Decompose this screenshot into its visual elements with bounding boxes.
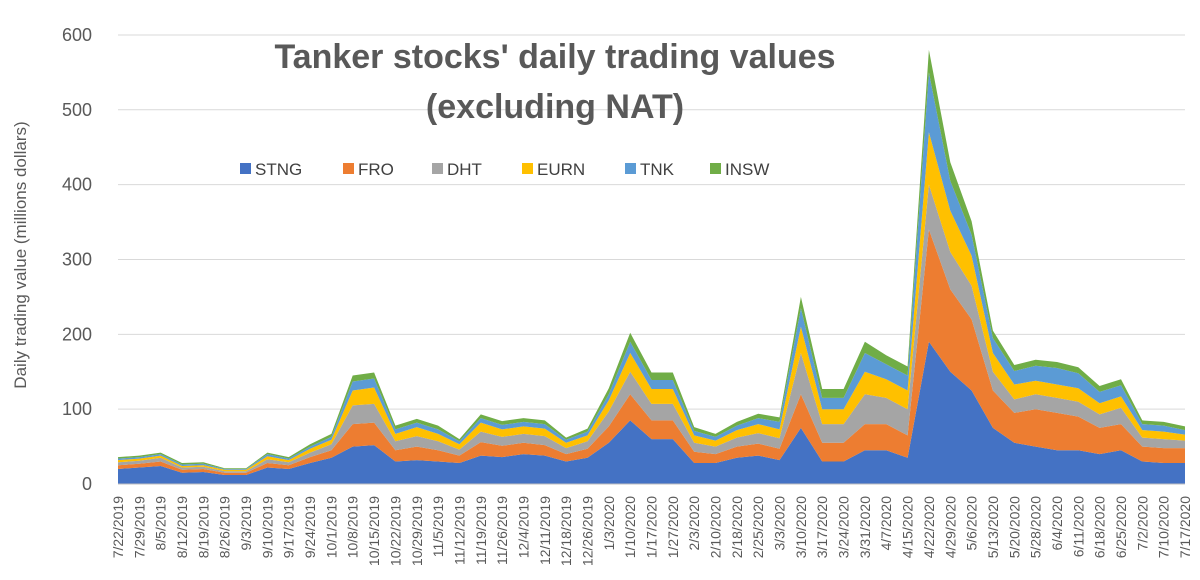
y-tick-label-300: 300 <box>62 249 92 269</box>
x-tick-label: 1/27/2020 <box>665 496 681 558</box>
x-tick-label: 8/26/2019 <box>217 496 233 558</box>
x-tick-label: 3/17/2020 <box>814 496 830 558</box>
x-tick-label: 9/3/2019 <box>238 496 254 551</box>
y-tick-label-100: 100 <box>62 399 92 419</box>
x-tick-label: 10/1/2019 <box>323 496 339 558</box>
legend-swatch-fro <box>343 163 354 174</box>
y-tick-label-500: 500 <box>62 100 92 120</box>
x-tick-label: 10/29/2019 <box>409 496 425 566</box>
legend-label-tnk: TNK <box>640 160 675 179</box>
x-tick-label: 11/12/2019 <box>451 496 467 565</box>
x-tick-label: 4/15/2020 <box>900 496 916 558</box>
x-tick-label: 5/20/2020 <box>1006 496 1022 558</box>
axes: 0 100 200 300 400 500 600 7/22/2019 7/29/2019 8/5… <box>62 25 1193 566</box>
x-tick-label: 5/6/2020 <box>964 496 980 551</box>
x-tick-label: 6/25/2020 <box>1113 496 1129 558</box>
legend-label-insw: INSW <box>725 160 769 179</box>
legend-swatch-tnk <box>625 163 636 174</box>
legend-swatch-eurn <box>522 163 533 174</box>
x-tick-label: 8/5/2019 <box>153 496 169 551</box>
x-tick-label: 11/5/2019 <box>430 496 446 557</box>
x-tick-label: 7/29/2019 <box>131 496 147 558</box>
chart-title-line-2: (excluding NAT) <box>426 88 684 126</box>
chart-title-line-1: Tanker stocks' daily trading values <box>274 38 835 76</box>
x-tick-label: 1/3/2020 <box>601 496 617 551</box>
x-tick-label: 4/29/2020 <box>942 496 958 558</box>
x-tick-label: 5/28/2020 <box>1028 496 1044 558</box>
x-tick-label: 7/17/2020 <box>1177 496 1193 558</box>
y-tick-label-600: 600 <box>62 25 92 45</box>
x-tick-label: 3/3/2020 <box>772 496 788 551</box>
x-tick-label: 3/24/2020 <box>836 496 852 558</box>
legend-label-stng: STNG <box>255 160 302 179</box>
x-tick-label: 10/22/2019 <box>387 496 403 566</box>
area-series-fro <box>118 229 1185 475</box>
x-tick-label: 5/13/2020 <box>985 496 1001 558</box>
x-tick-label: 8/12/2019 <box>174 496 190 558</box>
y-tick-label-200: 200 <box>62 324 92 344</box>
x-tick-label: 1/17/2020 <box>644 496 660 558</box>
y-tick-label-0: 0 <box>82 474 92 494</box>
legend-swatch-stng <box>240 163 251 174</box>
legend-label-eurn: EURN <box>537 160 585 179</box>
x-tick-label: 12/4/2019 <box>515 496 531 558</box>
area-series-eurn <box>118 132 1185 472</box>
x-tick-label: 6/11/2020 <box>1070 496 1086 557</box>
x-tick-label: 12/11/2019 <box>537 496 553 565</box>
x-tick-label: 6/4/2020 <box>1049 496 1065 551</box>
area-series-dht <box>118 184 1185 473</box>
x-tick-label: 7/22/2019 <box>110 496 126 558</box>
x-tick-label: 4/7/2020 <box>878 496 894 551</box>
x-tick-label: 1/10/2020 <box>622 496 638 558</box>
x-tick-label: 3/31/2020 <box>857 496 873 558</box>
legend-swatch-dht <box>432 163 443 174</box>
x-tick-label: 10/8/2019 <box>345 496 361 558</box>
x-tick-label: 9/10/2019 <box>259 496 275 558</box>
x-tick-label: 4/22/2020 <box>921 496 937 558</box>
x-tick-label: 9/24/2019 <box>302 496 318 558</box>
legend-label-dht: DHT <box>447 160 482 179</box>
x-tick-label: 11/26/2019 <box>494 496 510 565</box>
x-tick-label: 9/17/2019 <box>281 496 297 558</box>
x-tick-label: 12/18/2019 <box>558 496 574 566</box>
x-tick-label: 2/25/2020 <box>750 496 766 558</box>
x-tick-label: 8/19/2019 <box>195 496 211 558</box>
area-series-stng <box>118 341 1185 484</box>
x-tick-label: 3/10/2020 <box>793 496 809 558</box>
x-tick-label: 12/26/2019 <box>579 496 595 566</box>
y-tick-label-400: 400 <box>62 175 92 195</box>
x-tick-label: 2/10/2020 <box>708 496 724 558</box>
y-axis-label: Daily trading value (millions dollars) <box>11 121 30 388</box>
x-tick-label: 2/18/2020 <box>729 496 745 558</box>
x-tick-label: 2/3/2020 <box>686 496 702 551</box>
x-tick-label: 7/2/2020 <box>1134 496 1150 551</box>
x-tick-label: 7/10/2020 <box>1156 496 1172 558</box>
legend-label-fro: FRO <box>358 160 394 179</box>
x-tick-label: 11/19/2019 <box>473 496 489 565</box>
area-series-group <box>118 49 1185 484</box>
x-tick-label: 6/18/2020 <box>1092 496 1108 558</box>
legend: STNG FRO DHT EURN TNK INSW <box>240 160 769 179</box>
legend-swatch-insw <box>710 163 721 174</box>
x-tick-label: 10/15/2019 <box>366 496 382 566</box>
